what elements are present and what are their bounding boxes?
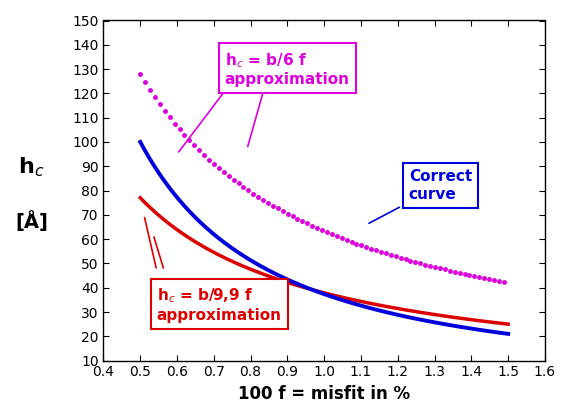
Text: h$_c$ = b/9,9 f
approximation: h$_c$ = b/9,9 f approximation (157, 287, 282, 323)
Text: [Å]: [Å] (15, 211, 48, 232)
Text: h$_c$: h$_c$ (18, 155, 45, 179)
Text: Correct
curve: Correct curve (369, 169, 472, 223)
Text: h$_c$ = b/6 f
approximation: h$_c$ = b/6 f approximation (225, 51, 350, 87)
X-axis label: 100 f = misfit in %: 100 f = misfit in % (238, 385, 410, 403)
